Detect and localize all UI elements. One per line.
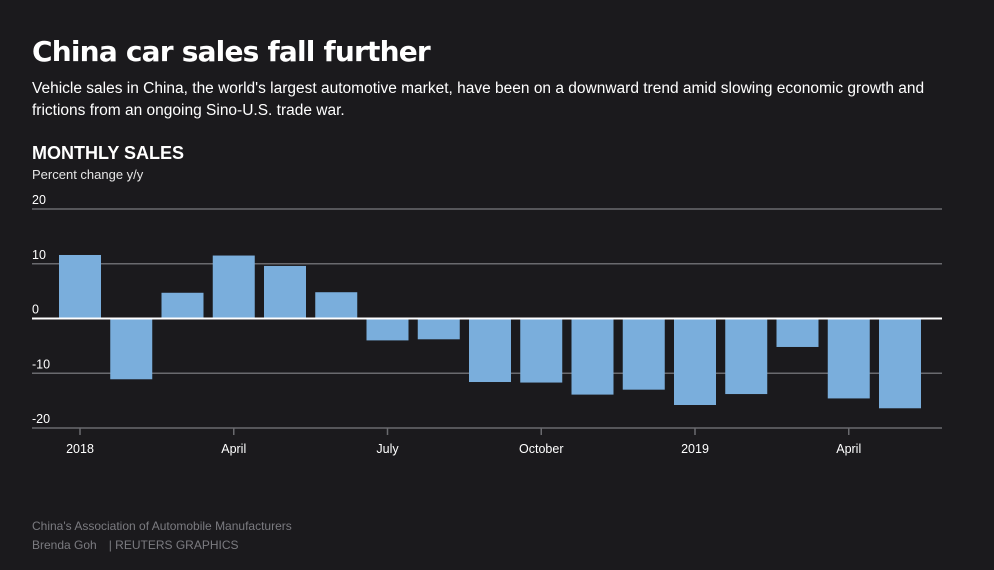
y-tick-labels: 20 10 0 -10 -20 — [32, 193, 50, 426]
bar — [110, 318, 153, 380]
x-tick-label: 2018 — [66, 442, 94, 456]
credit-line: Brenda Goh | REUTERS GRAPHICS — [32, 537, 239, 553]
x-tick-label: April — [221, 442, 246, 456]
y-tick-label: 20 — [32, 193, 46, 207]
bar — [212, 255, 255, 319]
bar — [879, 318, 921, 409]
page-title: China car sales fall further — [32, 35, 431, 68]
y-tick-label: -20 — [32, 412, 50, 426]
bar — [622, 318, 665, 390]
bar — [776, 318, 819, 347]
bar — [520, 318, 563, 383]
bar — [315, 292, 358, 319]
chart-title: MONTHLY SALES — [32, 143, 185, 163]
bar — [674, 318, 716, 406]
y-tick-label: 0 — [32, 303, 39, 317]
bar — [366, 318, 409, 341]
page-subtitle: Vehicle sales in China, the world's larg… — [32, 80, 925, 119]
bar — [161, 292, 204, 319]
y-tick-label: -10 — [32, 357, 50, 371]
x-tick-label: July — [376, 442, 399, 456]
bar — [264, 265, 306, 319]
brand-label: | REUTERS GRAPHICS — [108, 538, 239, 552]
x-tick-label: 2019 — [681, 442, 709, 456]
y-axis-label: Percent change y/y — [32, 167, 144, 182]
chart-bars — [59, 254, 921, 409]
bar — [827, 318, 870, 399]
bar — [469, 318, 511, 383]
source-note: China's Association of Automobile Manufa… — [32, 519, 292, 533]
bar — [571, 318, 614, 395]
bar — [725, 318, 768, 395]
bar — [59, 254, 101, 319]
bar — [417, 318, 460, 340]
x-tick-labels: 2018 April July October 2019 April — [66, 428, 861, 456]
x-tick-label: October — [519, 442, 563, 456]
y-tick-label: 10 — [32, 248, 46, 262]
author-name: Brenda Goh — [32, 538, 97, 552]
x-tick-label: April — [836, 442, 861, 456]
